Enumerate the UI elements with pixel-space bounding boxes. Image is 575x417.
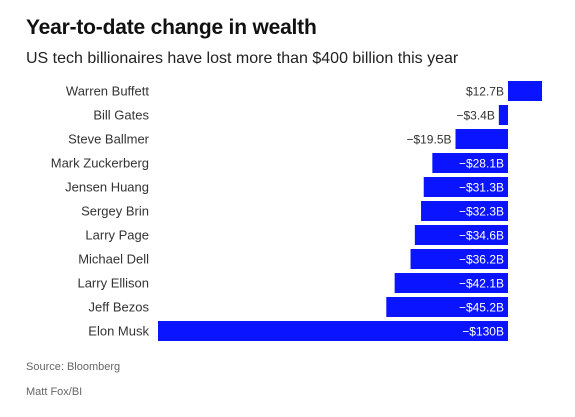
category-label: Bill Gates bbox=[93, 108, 149, 123]
bar bbox=[455, 129, 508, 149]
data-label: −$45.2B bbox=[459, 301, 504, 315]
bar bbox=[386, 297, 508, 317]
category-label: Larry Page bbox=[85, 228, 149, 243]
bar bbox=[158, 321, 508, 341]
data-label: −$42.1B bbox=[459, 277, 504, 291]
bar bbox=[414, 225, 508, 245]
data-label: −$31.3B bbox=[459, 181, 504, 195]
bar bbox=[432, 153, 508, 173]
bar bbox=[421, 201, 508, 221]
data-label: −$32.3B bbox=[459, 205, 504, 219]
category-label: Michael Dell bbox=[78, 252, 149, 267]
category-label: Warren Buffett bbox=[66, 84, 149, 99]
chart-title: Year-to-date change in wealth bbox=[26, 16, 317, 39]
bar bbox=[508, 81, 542, 101]
chart-subtitle: US tech billionaires have lost more than… bbox=[26, 50, 459, 67]
bar bbox=[498, 105, 508, 125]
data-label: −$3.4B bbox=[456, 109, 494, 123]
bar bbox=[423, 177, 508, 197]
category-label: Jeff Bezos bbox=[89, 300, 150, 315]
category-label: Sergey Brin bbox=[81, 204, 149, 219]
category-label: Larry Ellison bbox=[77, 276, 149, 291]
data-label: −$28.1B bbox=[459, 157, 504, 171]
bar bbox=[394, 273, 508, 293]
data-label: −$36.2B bbox=[459, 253, 504, 267]
source-note: Source: Bloomberg bbox=[26, 361, 121, 373]
credit-note: Matt Fox/BI bbox=[26, 386, 83, 398]
data-label: −$34.6B bbox=[459, 229, 504, 243]
data-label: −$130B bbox=[462, 325, 504, 339]
category-label: Elon Musk bbox=[88, 324, 149, 339]
data-label: $12.7B bbox=[466, 85, 504, 99]
bar bbox=[410, 249, 508, 269]
category-label: Jensen Huang bbox=[65, 180, 149, 195]
category-label: Steve Ballmer bbox=[68, 132, 150, 147]
data-label: −$19.5B bbox=[406, 133, 451, 147]
category-label: Mark Zuckerberg bbox=[51, 156, 149, 171]
